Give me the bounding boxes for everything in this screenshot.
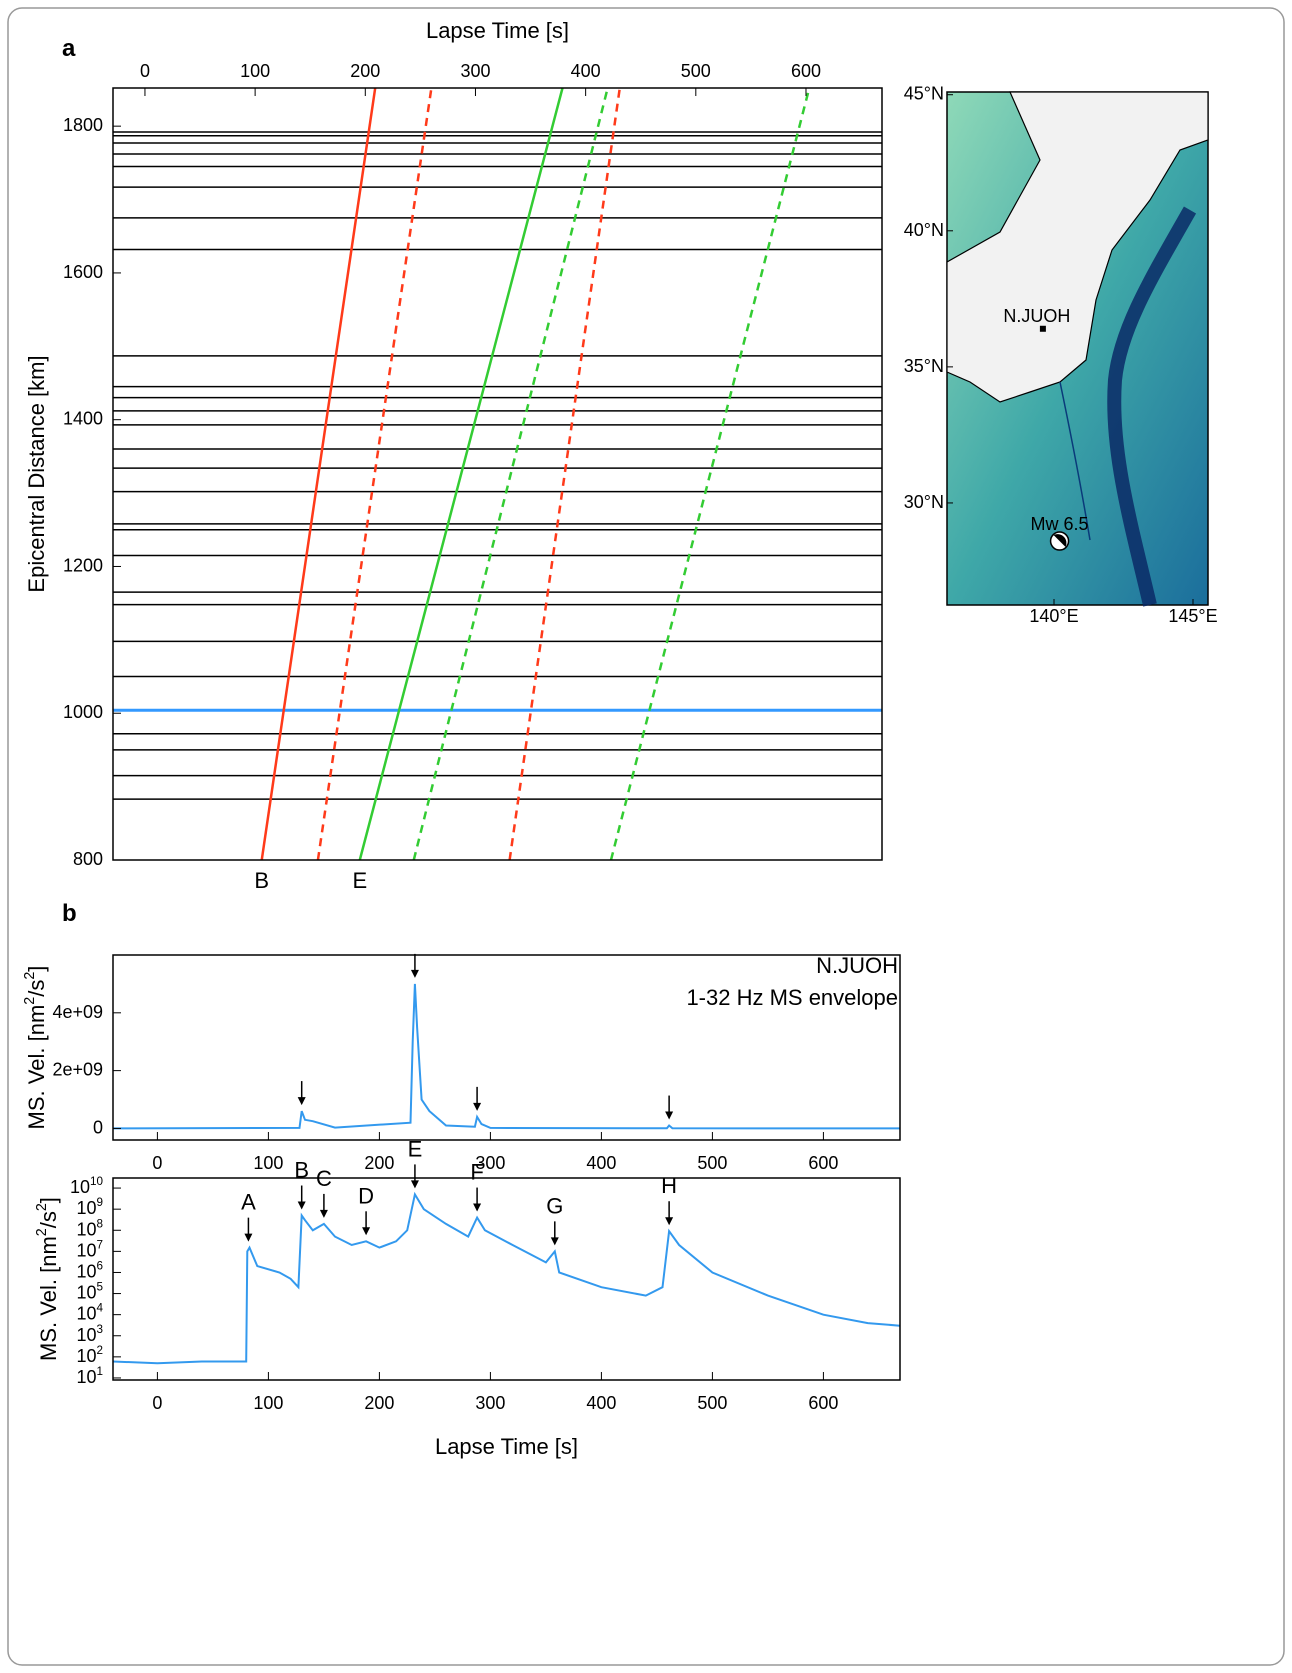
y-axis-title: MS. Vel. [nm2/s2]: [22, 966, 49, 1130]
ridge-contour: [1059, 381, 1091, 541]
phase-label: H: [661, 1173, 677, 1198]
y-axis-title: MS. Vel. [nm2/s2]: [34, 1197, 61, 1361]
lat-label: 30°N: [904, 492, 944, 512]
y-axis-title: Epicentral Distance [km]: [24, 355, 49, 592]
legend-entry: 1-32 Hz MS envelope: [686, 985, 898, 1010]
plot-frame: [112, 954, 901, 1141]
phase-arrow-head: [319, 1209, 328, 1218]
x-tick-label: 400: [586, 1153, 616, 1173]
travel-time-line: [508, 88, 622, 860]
phase-label: D: [358, 1183, 374, 1208]
x-tick-label: 600: [808, 1393, 838, 1413]
x-tick-label: 400: [586, 1393, 616, 1413]
x-tick-label: 200: [350, 61, 380, 81]
peak-arrow-head: [410, 969, 419, 978]
y-tick-label: 109: [76, 1196, 103, 1218]
peak-arrow-head: [665, 1111, 674, 1120]
y-tick-label: 101: [76, 1365, 103, 1387]
y-tick-label: 1800: [63, 115, 103, 135]
phase-label: E: [408, 1136, 423, 1161]
y-tick-label: 105: [76, 1280, 103, 1302]
phase-label: F: [470, 1159, 483, 1184]
y-tick-label: 800: [73, 849, 103, 869]
lat-label: 35°N: [904, 356, 944, 376]
station-marker: [1039, 325, 1046, 332]
legend-entry: N.JUOH: [816, 953, 898, 978]
line-label: B: [254, 868, 269, 893]
x-tick-label: 100: [240, 61, 270, 81]
trench: [1107, 206, 1197, 607]
travel-time-line: [358, 88, 564, 860]
station-label: N.JUOH: [1003, 306, 1070, 326]
y-tick-label: 1010: [70, 1175, 104, 1197]
figure-border: [7, 7, 1285, 1666]
x-tick-label: 200: [364, 1153, 394, 1173]
x-tick-label: 500: [697, 1393, 727, 1413]
phase-label: C: [316, 1166, 332, 1191]
x-tick-label: 300: [475, 1393, 505, 1413]
x-tick-label: 100: [253, 1393, 283, 1413]
envelope-line: [113, 1191, 900, 1365]
phase-arrow-head: [473, 1203, 482, 1212]
y-tick-label: 102: [76, 1343, 103, 1365]
phase-label: B: [294, 1157, 309, 1182]
x-tick-label: 400: [571, 61, 601, 81]
y-tick-label: 106: [76, 1259, 103, 1281]
y-tick-label: 1600: [63, 262, 103, 282]
lat-label: 45°N: [904, 83, 944, 103]
y-tick-label: 4e+09: [52, 1002, 103, 1022]
x-tick-label: 500: [681, 61, 711, 81]
panel-label: b: [62, 900, 77, 927]
y-tick-label: 1000: [63, 702, 103, 722]
x-tick-label: 0: [152, 1153, 162, 1173]
y-tick-label: 1200: [63, 555, 103, 575]
plot-frame: [112, 1177, 901, 1381]
y-tick-label: 0: [93, 1117, 103, 1137]
x-tick-label: 0: [140, 61, 150, 81]
phase-arrow-head: [244, 1233, 253, 1242]
y-tick-label: 104: [76, 1301, 103, 1323]
lon-label: 140°E: [1029, 606, 1078, 626]
x-tick-label: 300: [475, 1153, 505, 1173]
x-tick-label: 0: [152, 1393, 162, 1413]
x-tick-label: 600: [791, 61, 821, 81]
x-axis-title: Lapse Time [s]: [426, 18, 569, 43]
x-tick-label: 600: [808, 1153, 838, 1173]
phase-arrow-head: [665, 1217, 674, 1226]
travel-time-line: [412, 88, 609, 860]
y-tick-label: 107: [76, 1238, 103, 1260]
travel-time-line: [316, 88, 433, 860]
x-tick-label: 200: [364, 1393, 394, 1413]
event-label: Mw 6.5: [1031, 514, 1089, 534]
lon-label: 145°E: [1168, 606, 1217, 626]
line-label: E: [352, 868, 367, 893]
y-tick-label: 108: [76, 1217, 103, 1239]
phase-label: G: [546, 1193, 563, 1218]
phase-label: A: [241, 1189, 256, 1214]
lat-label: 40°N: [904, 220, 944, 240]
phase-arrow-head: [550, 1237, 559, 1246]
y-tick-label: 1400: [63, 408, 103, 428]
plot-frame: [112, 87, 883, 861]
panel-label: a: [62, 35, 76, 62]
phase-arrow-head: [297, 1201, 306, 1210]
event-beachball-quadrant: [1053, 534, 1067, 548]
peak-arrow-head: [297, 1097, 306, 1106]
map-art: [946, 91, 1209, 607]
x-tick-label: 500: [697, 1153, 727, 1173]
x-axis-title: Lapse Time [s]: [435, 1434, 578, 1459]
travel-time-line: [609, 88, 811, 860]
y-tick-label: 103: [76, 1322, 103, 1344]
y-tick-label: 2e+09: [52, 1059, 103, 1079]
x-tick-label: 100: [253, 1153, 283, 1173]
phase-arrow-head: [362, 1227, 371, 1236]
x-tick-label: 300: [460, 61, 490, 81]
peak-arrow-head: [473, 1102, 482, 1111]
phase-arrow-head: [410, 1180, 419, 1189]
travel-time-line: [260, 88, 377, 860]
envelope-line: [113, 983, 900, 1130]
